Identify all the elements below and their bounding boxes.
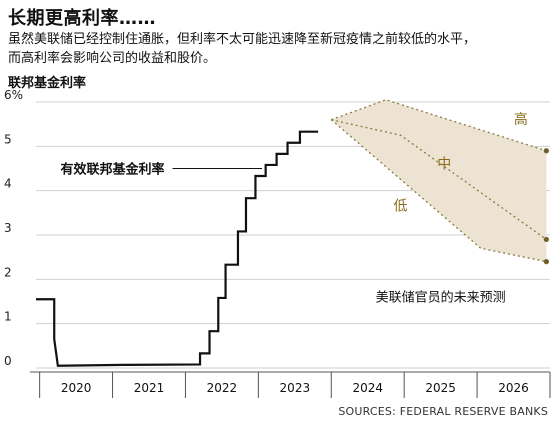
source-note: SOURCES: FEDERAL RESERVE BANKS bbox=[338, 405, 548, 418]
projection-line bbox=[331, 99, 547, 152]
projection-end-dot bbox=[543, 259, 549, 265]
series-line bbox=[36, 130, 319, 367]
x-tick-label: 2026 bbox=[498, 381, 529, 395]
subtitle-line-1: 虽然美联储已经控制住通胀，但利率不太可能迅速降至新冠疫情之前较低的水平， bbox=[8, 32, 477, 47]
projection-line bbox=[330, 119, 547, 263]
y-tick-label: 0 bbox=[4, 354, 12, 368]
projection-end-dot bbox=[543, 236, 549, 243]
projection-line bbox=[331, 119, 547, 240]
subtitle-line-2: 而高利率会影响公司的收益和股价。 bbox=[8, 51, 217, 66]
projection-annotation: 美联储官员的未来预测 bbox=[376, 290, 506, 306]
y-tick-label: 6% bbox=[4, 88, 23, 102]
y-tick-label: 1 bbox=[4, 310, 12, 324]
x-tick-label: 2021 bbox=[134, 381, 165, 395]
chart-title: 长期更高利率…… bbox=[8, 8, 156, 29]
y-tick-label: 4 bbox=[4, 177, 12, 191]
series-annotation: 有效联邦基金利率 bbox=[61, 162, 165, 178]
projection-label: 中 bbox=[437, 157, 451, 173]
y-tick-label: 5 bbox=[4, 132, 12, 146]
projection-label: 低 bbox=[394, 199, 408, 215]
x-tick-label: 2023 bbox=[280, 381, 311, 395]
projection-label: 高 bbox=[514, 111, 528, 128]
x-tick-label: 2020 bbox=[61, 381, 92, 395]
y-tick-label: 3 bbox=[4, 221, 12, 235]
x-tick-label: 2025 bbox=[425, 381, 456, 395]
x-tick-label: 2022 bbox=[207, 381, 238, 395]
y-axis-title: 联邦基金利率 bbox=[8, 76, 87, 91]
projection-band bbox=[331, 99, 547, 262]
x-tick-label: 2024 bbox=[352, 381, 383, 395]
chart-subtitle: 虽然美联储已经控制住通胀，但利率不太可能迅速降至新冠疫情之前较低的水平， 而高利… bbox=[8, 30, 548, 68]
y-tick-label: 2 bbox=[4, 265, 12, 279]
projection-end-dot bbox=[543, 148, 549, 154]
